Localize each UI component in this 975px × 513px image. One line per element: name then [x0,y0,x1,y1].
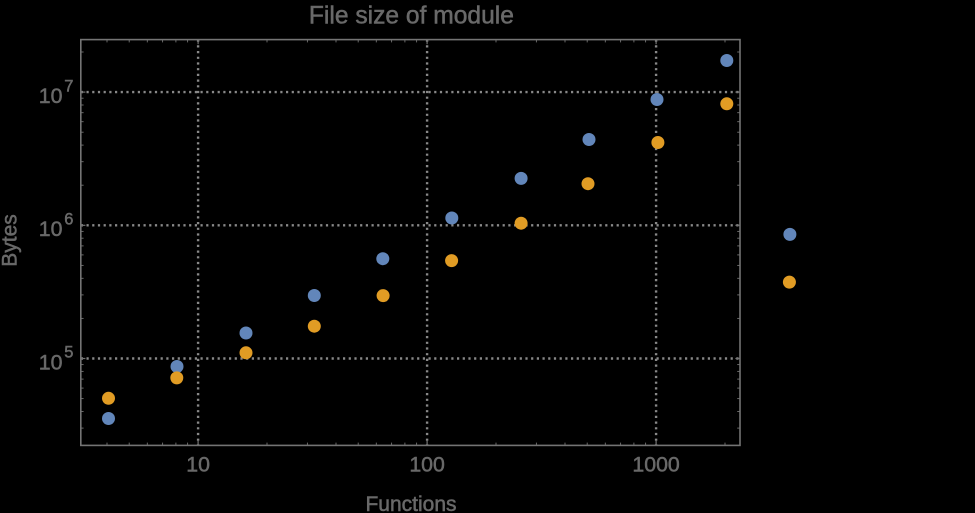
svg-text:10: 10 [39,217,63,241]
svg-text:100: 100 [409,453,445,477]
svg-text:10: 10 [39,84,63,108]
svg-text:10: 10 [186,453,210,477]
svg-text:File size of module: File size of module [309,3,514,30]
svg-text:10: 10 [39,350,63,374]
svg-text:6: 6 [64,211,73,229]
svg-text:7: 7 [64,77,73,95]
svg-text:1000: 1000 [632,453,680,477]
svg-text:Functions: Functions [365,493,456,513]
svg-text:Bytes: Bytes [0,214,22,267]
svg-text:5: 5 [64,344,73,362]
